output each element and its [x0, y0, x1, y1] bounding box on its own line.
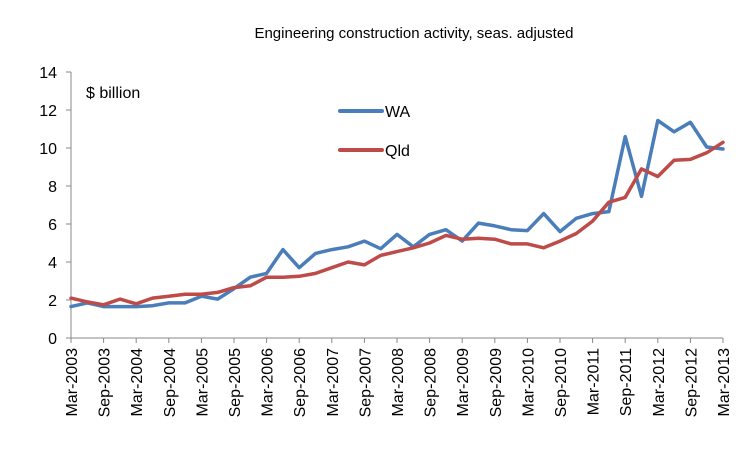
x-tick-label: Mar-2009: [455, 348, 472, 417]
y-tick-label: 12: [39, 103, 57, 120]
x-tick-label: Sep-2011: [618, 348, 635, 416]
legend-label-wa: WA: [385, 104, 411, 121]
x-tick-label: Sep-2008: [423, 348, 440, 417]
legend-label-qld: Qld: [385, 143, 410, 160]
y-tick-label: 14: [39, 65, 57, 82]
x-tick-label: Mar-2010: [520, 348, 537, 417]
x-tick-label: Sep-2007: [357, 348, 374, 417]
x-tick-label: Sep-2010: [553, 348, 570, 417]
x-tick-label: Sep-2004: [162, 348, 179, 417]
x-tick-label: Mar-2006: [260, 348, 277, 417]
y-axis: 0 2 4 6 8 10 12 14: [39, 65, 72, 348]
y-tick-label: 4: [48, 255, 57, 272]
y-tick-label: 10: [39, 141, 57, 158]
y-tick-label: 8: [48, 179, 57, 196]
x-tick-label: Mar-2005: [194, 348, 211, 417]
series-line-qld: [69, 140, 725, 307]
x-axis: Mar-2003 Sep-2003 Mar-2004 Sep-2004 Mar-2005…: [64, 337, 733, 417]
chart-title: Engineering construction activity, seas.…: [254, 25, 573, 42]
legend: WA Qld: [338, 104, 411, 160]
x-tick-label: Sep-2005: [227, 348, 244, 417]
x-tick-label: Mar-2013: [716, 348, 733, 417]
x-tick-label: Mar-2012: [651, 348, 668, 417]
x-tick-label: Sep-2006: [292, 348, 309, 417]
y-tick-label: 2: [48, 293, 57, 310]
y-tick-label: 0: [48, 331, 57, 348]
x-tick-label: Mar-2007: [325, 348, 342, 417]
x-tick-label: Mar-2011: [586, 348, 603, 415]
y-tick-label: 6: [48, 217, 57, 234]
series-layer: [69, 118, 725, 309]
x-tick-label: Sep-2009: [488, 348, 505, 417]
x-tick-label: Sep-2003: [97, 348, 114, 417]
x-tick-label: Sep-2012: [683, 348, 700, 417]
x-tick-label: Mar-2004: [129, 348, 146, 417]
x-tick-label: Mar-2003: [64, 348, 81, 417]
unit-label: $ billion: [86, 85, 140, 102]
x-tick-label: Mar-2008: [390, 348, 407, 417]
